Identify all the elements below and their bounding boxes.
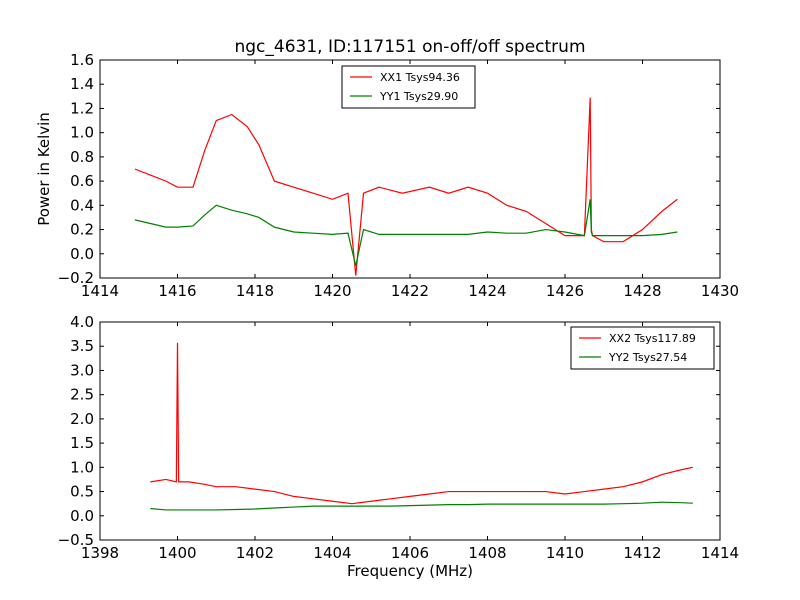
y-tick-label: 0.5: [70, 483, 94, 501]
x-tick-label: 1404: [313, 544, 351, 562]
x-tick-label: 1418: [236, 282, 274, 300]
legend-label: XX1 Tsys94.36: [380, 71, 460, 84]
y-tick-label: 3.5: [70, 337, 94, 355]
legend-label: XX2 Tsys117.89: [609, 332, 696, 345]
y-tick-label: 1.4: [70, 75, 94, 93]
x-tick-label: 1398: [81, 544, 119, 562]
y-tick-label: 0.2: [70, 221, 94, 239]
y-tick-label: 0.6: [70, 172, 94, 190]
legend: XX2 Tsys117.89 YY2 Tsys27.54: [570, 326, 715, 370]
x-tick-label: 1412: [623, 544, 661, 562]
series-line-yy: [150, 501, 693, 511]
bottom-spectrum-panel: 1398 1400 1402 1404 1406 1408 1410 1412 1414 −0.5…: [58, 313, 740, 580]
x-tick-label: 1414: [81, 282, 119, 300]
y-tick-label: 0.0: [70, 245, 94, 263]
x-tick-label: 1422: [391, 282, 429, 300]
x-tick-label: 1416: [158, 282, 196, 300]
y-tick-label: 3.0: [70, 361, 94, 379]
legend: XX1 Tsys94.36 YY1 Tsys29.90: [341, 65, 476, 109]
y-tick-label: −0.5: [58, 531, 94, 549]
legend-box: [570, 326, 715, 370]
y-tick-label: 1.0: [70, 124, 94, 142]
y-tick-label: 0.8: [70, 148, 94, 166]
x-axis-label: Frequency (MHz): [347, 562, 473, 580]
chart-title: ngc_4631, ID:117151 on-off/off spectrum: [234, 37, 585, 57]
legend-box: [341, 65, 476, 109]
x-tick-label: 1400: [158, 544, 196, 562]
top-spectrum-panel: 1414 1416 1418 1420 1422 1424 1426 1428 1430 −0.2…: [35, 37, 739, 300]
x-tick-label: 1424: [468, 282, 506, 300]
x-tick-label: 1430: [701, 282, 739, 300]
y-tick-label: −0.2: [58, 269, 94, 287]
x-tick-label: 1428: [623, 282, 661, 300]
x-tick-label: 1414: [701, 544, 739, 562]
y-tick-label: 0.4: [70, 196, 94, 214]
y-tick-label: 1.5: [70, 434, 94, 452]
y-tick-label: 4.0: [70, 313, 94, 331]
series-line-xx: [150, 342, 693, 505]
y-tick-label: 0.0: [70, 507, 94, 525]
series-line-yy: [134, 199, 678, 267]
legend-label: YY1 Tsys29.90: [379, 90, 458, 103]
y-tick-label: 2.5: [70, 386, 94, 404]
x-tick-label: 1408: [468, 544, 506, 562]
x-tick-label: 1402: [236, 544, 274, 562]
x-tick-label: 1420: [313, 282, 351, 300]
y-tick-label: 1.6: [70, 51, 94, 69]
legend-label: YY2 Tsys27.54: [608, 351, 687, 364]
y-axis-label: Power in Kelvin: [35, 112, 53, 226]
y-tick-label: 1.2: [70, 99, 94, 117]
x-tick-label: 1406: [391, 544, 429, 562]
y-tick-label: 1.0: [70, 458, 94, 476]
x-tick-label: 1410: [546, 544, 584, 562]
y-tick-label: 2.0: [70, 410, 94, 428]
x-tick-label: 1426: [546, 282, 584, 300]
